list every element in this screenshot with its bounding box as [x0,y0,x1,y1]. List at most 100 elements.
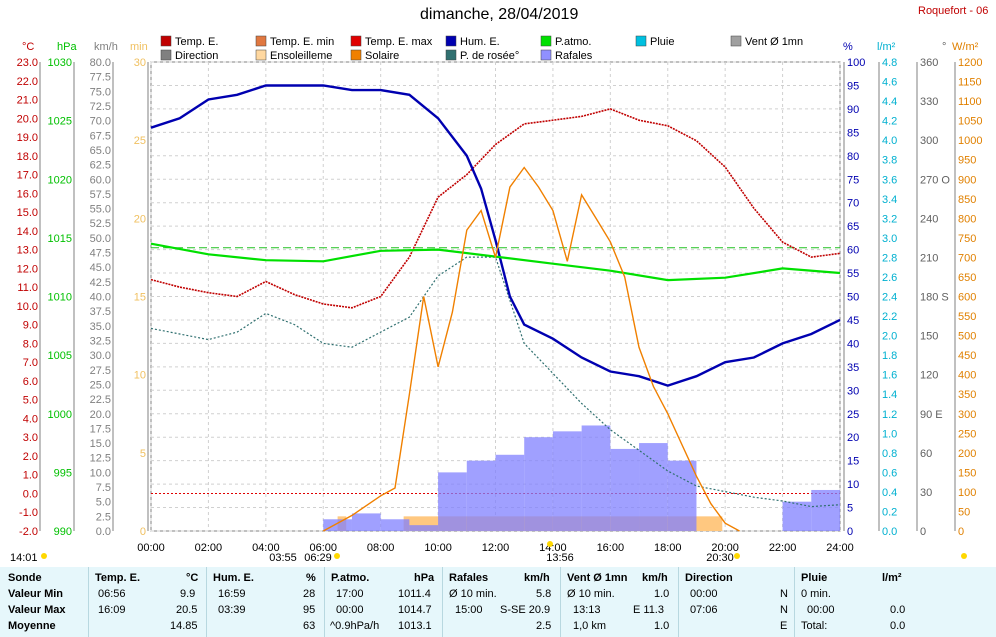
x-tick-label: 16:00 [597,542,625,554]
direction-tick-label: 180 S [920,292,949,304]
pressure-tick-label: 995 [54,467,72,479]
chart-title: dimanche, 28/04/2019 [420,6,579,23]
press-avg: 1013.1 [398,620,432,632]
direction-tick-label: 90 E [920,409,943,421]
rain-tick-label: 2.0 [882,331,897,343]
gust-head: Rafales [449,572,489,584]
legend-label: Direction [175,50,218,62]
solar-tick-label: 900 [958,174,976,186]
wind-head: Vent Ø 1mn [567,572,628,584]
solar-tick-label: 1200 [958,57,982,69]
rain-tick-label: 4.2 [882,116,897,128]
temp-tick-label: 5.0 [23,395,38,407]
x-tick-label: 24:00 [826,542,854,554]
temp-tick-label: 21.0 [17,95,38,107]
wind-tick-label: 17.5 [90,423,111,435]
hum-min: 28 [303,588,316,600]
rain-axis: 0.0 0.2 0.4 0.6 0.8 1.0 1.2 1.4 1.6 1.8 2.0 2.2 2.4 2… [877,41,897,538]
direction-tick-label: 330 [920,96,938,108]
rain-tick-label: 2.2 [882,311,897,323]
sun-marker-dot [734,553,740,559]
wind-tick-label: 22.5 [90,394,111,406]
temp-tick-label: 9.0 [23,320,38,332]
legend-label: Ensoleilleme [270,50,332,62]
x-tick-label: 14:00 [539,542,567,554]
sun-marker-dot [961,553,967,559]
direction-tick-label: 30 [920,487,932,499]
wind-tick-label: 67.5 [90,130,111,142]
legend-label: Solaire [365,50,399,62]
row-label-avg: Moyenne [8,620,56,632]
humidity-tick-label: 85 [847,127,859,139]
wind-tick-label: 62.5 [90,160,111,172]
wind-tick-label: 15.0 [90,438,111,450]
gust-r3: 2.5 [536,620,552,632]
rain-tick-label: 4.6 [882,77,897,89]
solar-unit-label: W/m² [952,41,979,53]
temp-tick-label: 19.0 [17,132,38,144]
humidity-tick-label: 75 [847,174,859,186]
sun-marker-dot [41,553,47,559]
rain-tick-label: 2.6 [882,272,897,284]
sun-marker-dot [547,541,553,547]
legend-label: Hum. E. [460,36,500,48]
pressure-tick-label: 1015 [48,233,72,245]
humidity-unit-label: % [843,41,853,53]
temp-tick-label: 10.0 [17,301,38,313]
minutes-unit-label: min [130,41,148,53]
solar-tick-label: 950 [958,155,976,167]
temp-max: 20.5 [176,604,198,616]
temp-tick-label: 23.0 [17,57,38,69]
rain-r2a: 00:00 [807,604,835,616]
wind-tick-label: 5.0 [96,497,111,509]
rain-tick-label: 3.8 [882,155,897,167]
solar-tick-label: 850 [958,194,976,206]
humidity-tick-label: 35 [847,362,859,374]
temp-tick-label: 11.0 [17,282,38,294]
legend-label: Temp. E. min [270,36,334,48]
temp-tick-label: 8.0 [23,338,38,350]
row-label-sonde: Sonde [8,572,42,584]
rain-tick-label: 3.4 [882,194,897,206]
hum-head: Hum. E. [213,572,254,584]
rain-tick-label: 3.6 [882,174,897,186]
temp-tick-label: 12.0 [17,263,38,275]
gust-bar [495,454,525,531]
gust-bar [581,425,611,531]
rain-tick-label: 2.8 [882,252,897,264]
direction-tick-label: 0 [920,526,926,538]
dir-r2b: N [780,604,788,616]
solar-tick-label: 1050 [958,116,982,128]
legend-label: P.atmo. [555,36,592,48]
pressure-unit-label: hPa [57,41,77,53]
rain-r1: 0 min. [801,588,831,600]
row-label-max: Valeur Max [8,604,66,616]
pressure-tick-label: 1005 [48,350,72,362]
humidity-tick-label: 70 [847,198,859,210]
temp-tick-label: -2.0 [19,526,38,538]
direction-tick-label: 210 [920,252,938,264]
direction-axis: 0 30 60 90 E 120 150 180 S 210 240 270 O 300 330 360… [916,41,950,538]
dir-r2a: 07:06 [690,604,718,616]
humidity-tick-label: 95 [847,80,859,92]
dir-r3: E [780,620,788,632]
minutes-tick-label: 30 [134,57,146,69]
x-tick-label: 00:00 [137,542,165,554]
temp-tick-label: -1.0 [19,507,38,519]
x-tick-label: 02:00 [195,542,223,554]
temp-tick-label: 6.0 [23,376,38,388]
legend-swatch [350,35,362,47]
summary-table: Sonde Valeur Min Valeur Max Moyenne Temp… [0,567,996,637]
rain-tick-label: 1.6 [882,370,897,382]
solar-tick-label: 500 [958,331,976,343]
rain-tick-label: 0.2 [882,506,897,518]
legend-label: Pluie [650,36,674,48]
rain-tick-label: 1.0 [882,428,897,440]
temp-tick-label: 1.0 [23,470,38,482]
humidity-tick-label: 60 [847,245,859,257]
solar-tick-label: 200 [958,448,976,460]
x-tick-label: 10:00 [424,542,452,554]
pressure-tick-label: 1025 [48,116,72,128]
marker-sunrise-pin: 03:55 [269,552,297,564]
x-tick-label: 12:00 [482,542,510,554]
